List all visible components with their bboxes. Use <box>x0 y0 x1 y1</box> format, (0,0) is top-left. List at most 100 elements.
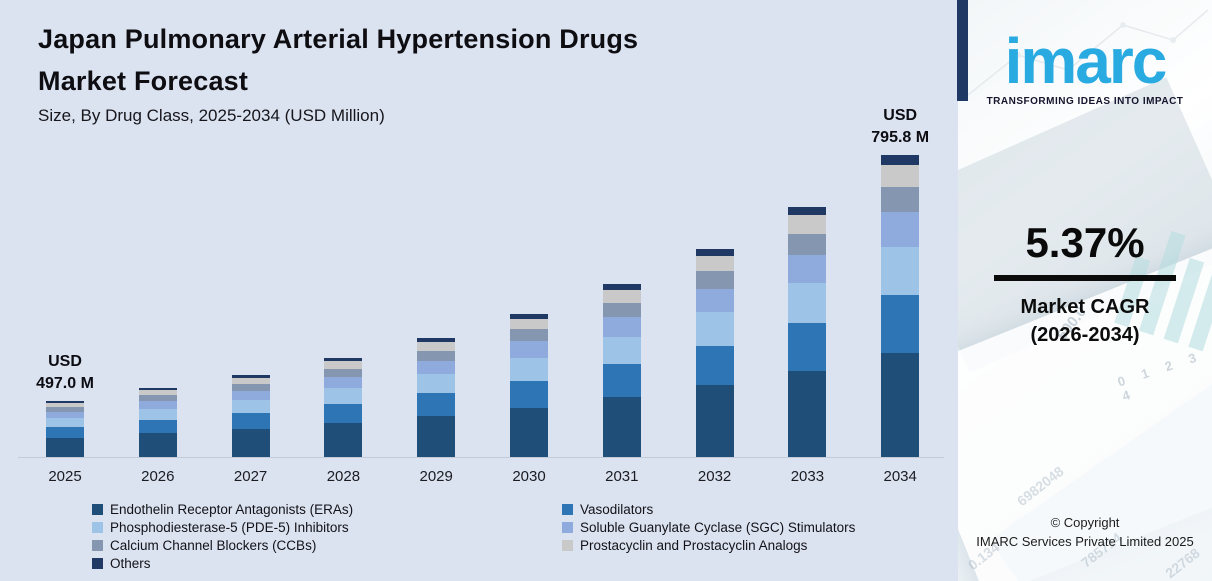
bar-2032-segment-vasodilators <box>695 345 734 386</box>
bar-2027-segment-phosphodiesterase-5-pde-5-inhibitors <box>231 400 270 414</box>
navy-accent-strip <box>957 0 968 101</box>
bar-2027-segment-soluble-guanylate-cyclase-sgc-stimulators <box>231 390 270 401</box>
bar-2028-segment-vasodilators <box>324 404 363 423</box>
bar-2034-segment-phosphodiesterase-5-pde-5-inhibitors <box>881 247 920 296</box>
bar-2028-segment-others <box>324 358 363 362</box>
x-axis-label-2026: 2026 <box>141 468 175 485</box>
copyright-line-2: IMARC Services Private Limited 2025 <box>976 534 1194 549</box>
x-axis-line <box>18 457 944 458</box>
bar-2025-segment-prostacyclin-and-prostacyclin-analogs <box>46 402 84 408</box>
bar-2033-segment-vasodilators <box>788 323 827 371</box>
bar-2031-segment-phosphodiesterase-5-pde-5-inhibitors <box>602 336 641 365</box>
stacked-bar-2030 <box>510 314 548 457</box>
bar-2030-segment-prostacyclin-and-prostacyclin-analogs <box>510 318 548 330</box>
bar-2032-segment-endothelin-receptor-antagonists-eras <box>695 385 734 457</box>
page-title-line-2: Market Forecast <box>38 66 249 96</box>
bar-2032-segment-others <box>695 249 734 256</box>
bar-2033-segment-calcium-channel-blockers-ccbs <box>788 233 827 255</box>
bar-2029-segment-prostacyclin-and-prostacyclin-analogs <box>417 341 456 351</box>
bar-2034-segment-soluble-guanylate-cyclase-sgc-stimulators <box>881 212 920 248</box>
copyright-block: © Copyright IMARC Services Private Limit… <box>958 513 1212 551</box>
bar-2028-segment-calcium-channel-blockers-ccbs <box>324 368 363 377</box>
cagr-label-line-1: Market CAGR <box>1020 296 1150 318</box>
cagr-value: 5.37% <box>1025 219 1145 266</box>
stacked-bar-2027 <box>231 375 270 457</box>
cagr-divider <box>994 275 1176 281</box>
bar-2034-segment-vasodilators <box>881 295 920 353</box>
watermark-digit-row: 0 1 2 3 4 <box>1115 347 1205 404</box>
legend-label: Prostacyclin and Prostacyclin Analogs <box>580 537 808 553</box>
bar-2030-segment-calcium-channel-blockers-ccbs <box>510 329 548 342</box>
x-axis-label-2030: 2030 <box>512 468 546 485</box>
x-axis-label-2034: 2034 <box>883 468 917 485</box>
bar-2030-segment-others <box>510 314 548 319</box>
legend-item-vasodilators: Vasodilators <box>562 500 855 518</box>
imarc-logo-block: imarc TRANSFORMING IDEAS INTO IMPACT <box>958 28 1212 107</box>
bar-2028-segment-prostacyclin-and-prostacyclin-analogs <box>324 361 363 369</box>
bar-2026-segment-others <box>138 388 177 391</box>
bar-2025-segment-others <box>46 401 84 403</box>
bar-2028-segment-endothelin-receptor-antagonists-eras <box>324 422 363 457</box>
bar-2026-segment-vasodilators <box>138 420 177 434</box>
stacked-bar-2033 <box>788 207 827 457</box>
legend-column-1: Endothelin Receptor Antagonists (ERAs) Ph… <box>92 500 353 572</box>
watermark-number: 6982048 <box>1013 462 1067 510</box>
bar-2025-segment-endothelin-receptor-antagonists-eras <box>46 437 84 457</box>
bar-2032-segment-soluble-guanylate-cyclase-sgc-stimulators <box>695 288 734 313</box>
legend-label: Calcium Channel Blockers (CCBs) <box>110 537 317 553</box>
legend-item-endothelin-receptor-antagonists-eras: Endothelin Receptor Antagonists (ERAs) <box>92 500 353 518</box>
page-title-line-1: Japan Pulmonary Arterial Hypertension Dr… <box>38 24 639 54</box>
bar-2025-segment-soluble-guanylate-cyclase-sgc-stimulators <box>46 411 84 419</box>
bar-2028-segment-soluble-guanylate-cyclase-sgc-stimulators <box>324 376 363 389</box>
legend-item-soluble-guanylate-cyclase-sgc-stimulators: Soluble Guanylate Cyclase (SGC) Stimulat… <box>562 518 855 536</box>
bar-2033-segment-soluble-guanylate-cyclase-sgc-stimulators <box>788 254 827 284</box>
bar-2028-segment-phosphodiesterase-5-pde-5-inhibitors <box>324 388 363 405</box>
bar-2025-segment-phosphodiesterase-5-pde-5-inhibitors <box>46 418 84 428</box>
x-axis-label-2032: 2032 <box>697 468 732 485</box>
stacked-bar-2026 <box>138 388 177 457</box>
bar-2029-segment-soluble-guanylate-cyclase-sgc-stimulators <box>417 360 456 375</box>
legend-item-calcium-channel-blockers-ccbs: Calcium Channel Blockers (CCBs) <box>92 536 353 554</box>
stacked-bar-2032 <box>695 249 734 457</box>
bar-2030-segment-endothelin-receptor-antagonists-eras <box>510 407 548 457</box>
bar-2031-segment-prostacyclin-and-prostacyclin-analogs <box>602 289 641 303</box>
bar-2027-segment-prostacyclin-and-prostacyclin-analogs <box>231 377 270 384</box>
value-callout-2034: USD 795.8 M <box>871 107 930 146</box>
bar-2027-segment-others <box>231 375 270 378</box>
bar-2027-segment-endothelin-receptor-antagonists-eras <box>231 428 270 457</box>
bar-2033-segment-others <box>788 207 827 216</box>
stacked-bar-2025 <box>46 401 84 457</box>
x-axis-label-2025: 2025 <box>48 468 82 485</box>
bar-2034-segment-endothelin-receptor-antagonists-eras <box>881 352 920 457</box>
cagr-block: 5.37% Market CAGR (2026-2034) <box>958 220 1212 349</box>
x-axis-label-2031: 2031 <box>605 468 639 485</box>
legend-label: Vasodilators <box>580 501 654 517</box>
value-callout-2025: USD 497.0 M <box>36 353 94 392</box>
bar-2033-segment-endothelin-receptor-antagonists-eras <box>788 370 827 457</box>
bar-2026-segment-prostacyclin-and-prostacyclin-analogs <box>138 390 177 396</box>
imarc-tagline: TRANSFORMING IDEAS INTO IMPACT <box>986 96 1184 107</box>
imarc-logo: imarc <box>1004 25 1168 97</box>
bar-2026-segment-endothelin-receptor-antagonists-eras <box>138 433 177 457</box>
bar-2031-segment-vasodilators <box>602 364 641 398</box>
legend-label: Others <box>110 555 151 571</box>
bar-2034-segment-calcium-channel-blockers-ccbs <box>881 187 920 213</box>
x-axis-label-2028: 2028 <box>326 468 361 485</box>
bar-2029-segment-vasodilators <box>417 393 456 416</box>
cagr-label-line-2: (2026-2034) <box>1030 324 1140 346</box>
bar-2034-segment-prostacyclin-and-prostacyclin-analogs <box>881 164 920 188</box>
legend-label: Soluble Guanylate Cyclase (SGC) Stimulat… <box>580 519 856 535</box>
bar-2030-segment-vasodilators <box>510 380 548 408</box>
title-block: Japan Pulmonary Arterial Hypertension Dr… <box>38 18 638 127</box>
bar-2032-segment-prostacyclin-and-prostacyclin-analogs <box>695 255 734 272</box>
bar-2029-segment-endothelin-receptor-antagonists-eras <box>417 415 456 457</box>
legend-label: Phosphodiesterase-5 (PDE-5) Inhibitors <box>110 519 349 535</box>
bar-2026-segment-phosphodiesterase-5-pde-5-inhibitors <box>138 409 177 421</box>
legend-swatch-icon <box>562 503 573 515</box>
legend-label: Endothelin Receptor Antagonists (ERAs) <box>110 501 354 517</box>
bar-2030-segment-soluble-guanylate-cyclase-sgc-stimulators <box>510 341 548 358</box>
bar-2029-segment-calcium-channel-blockers-ccbs <box>417 350 456 361</box>
bar-2034-segment-others <box>881 155 920 165</box>
chart-subtitle: Size, By Drug Class, 2025-2034 (USD Mill… <box>38 106 385 125</box>
bar-2026-segment-calcium-channel-blockers-ccbs <box>138 395 177 402</box>
